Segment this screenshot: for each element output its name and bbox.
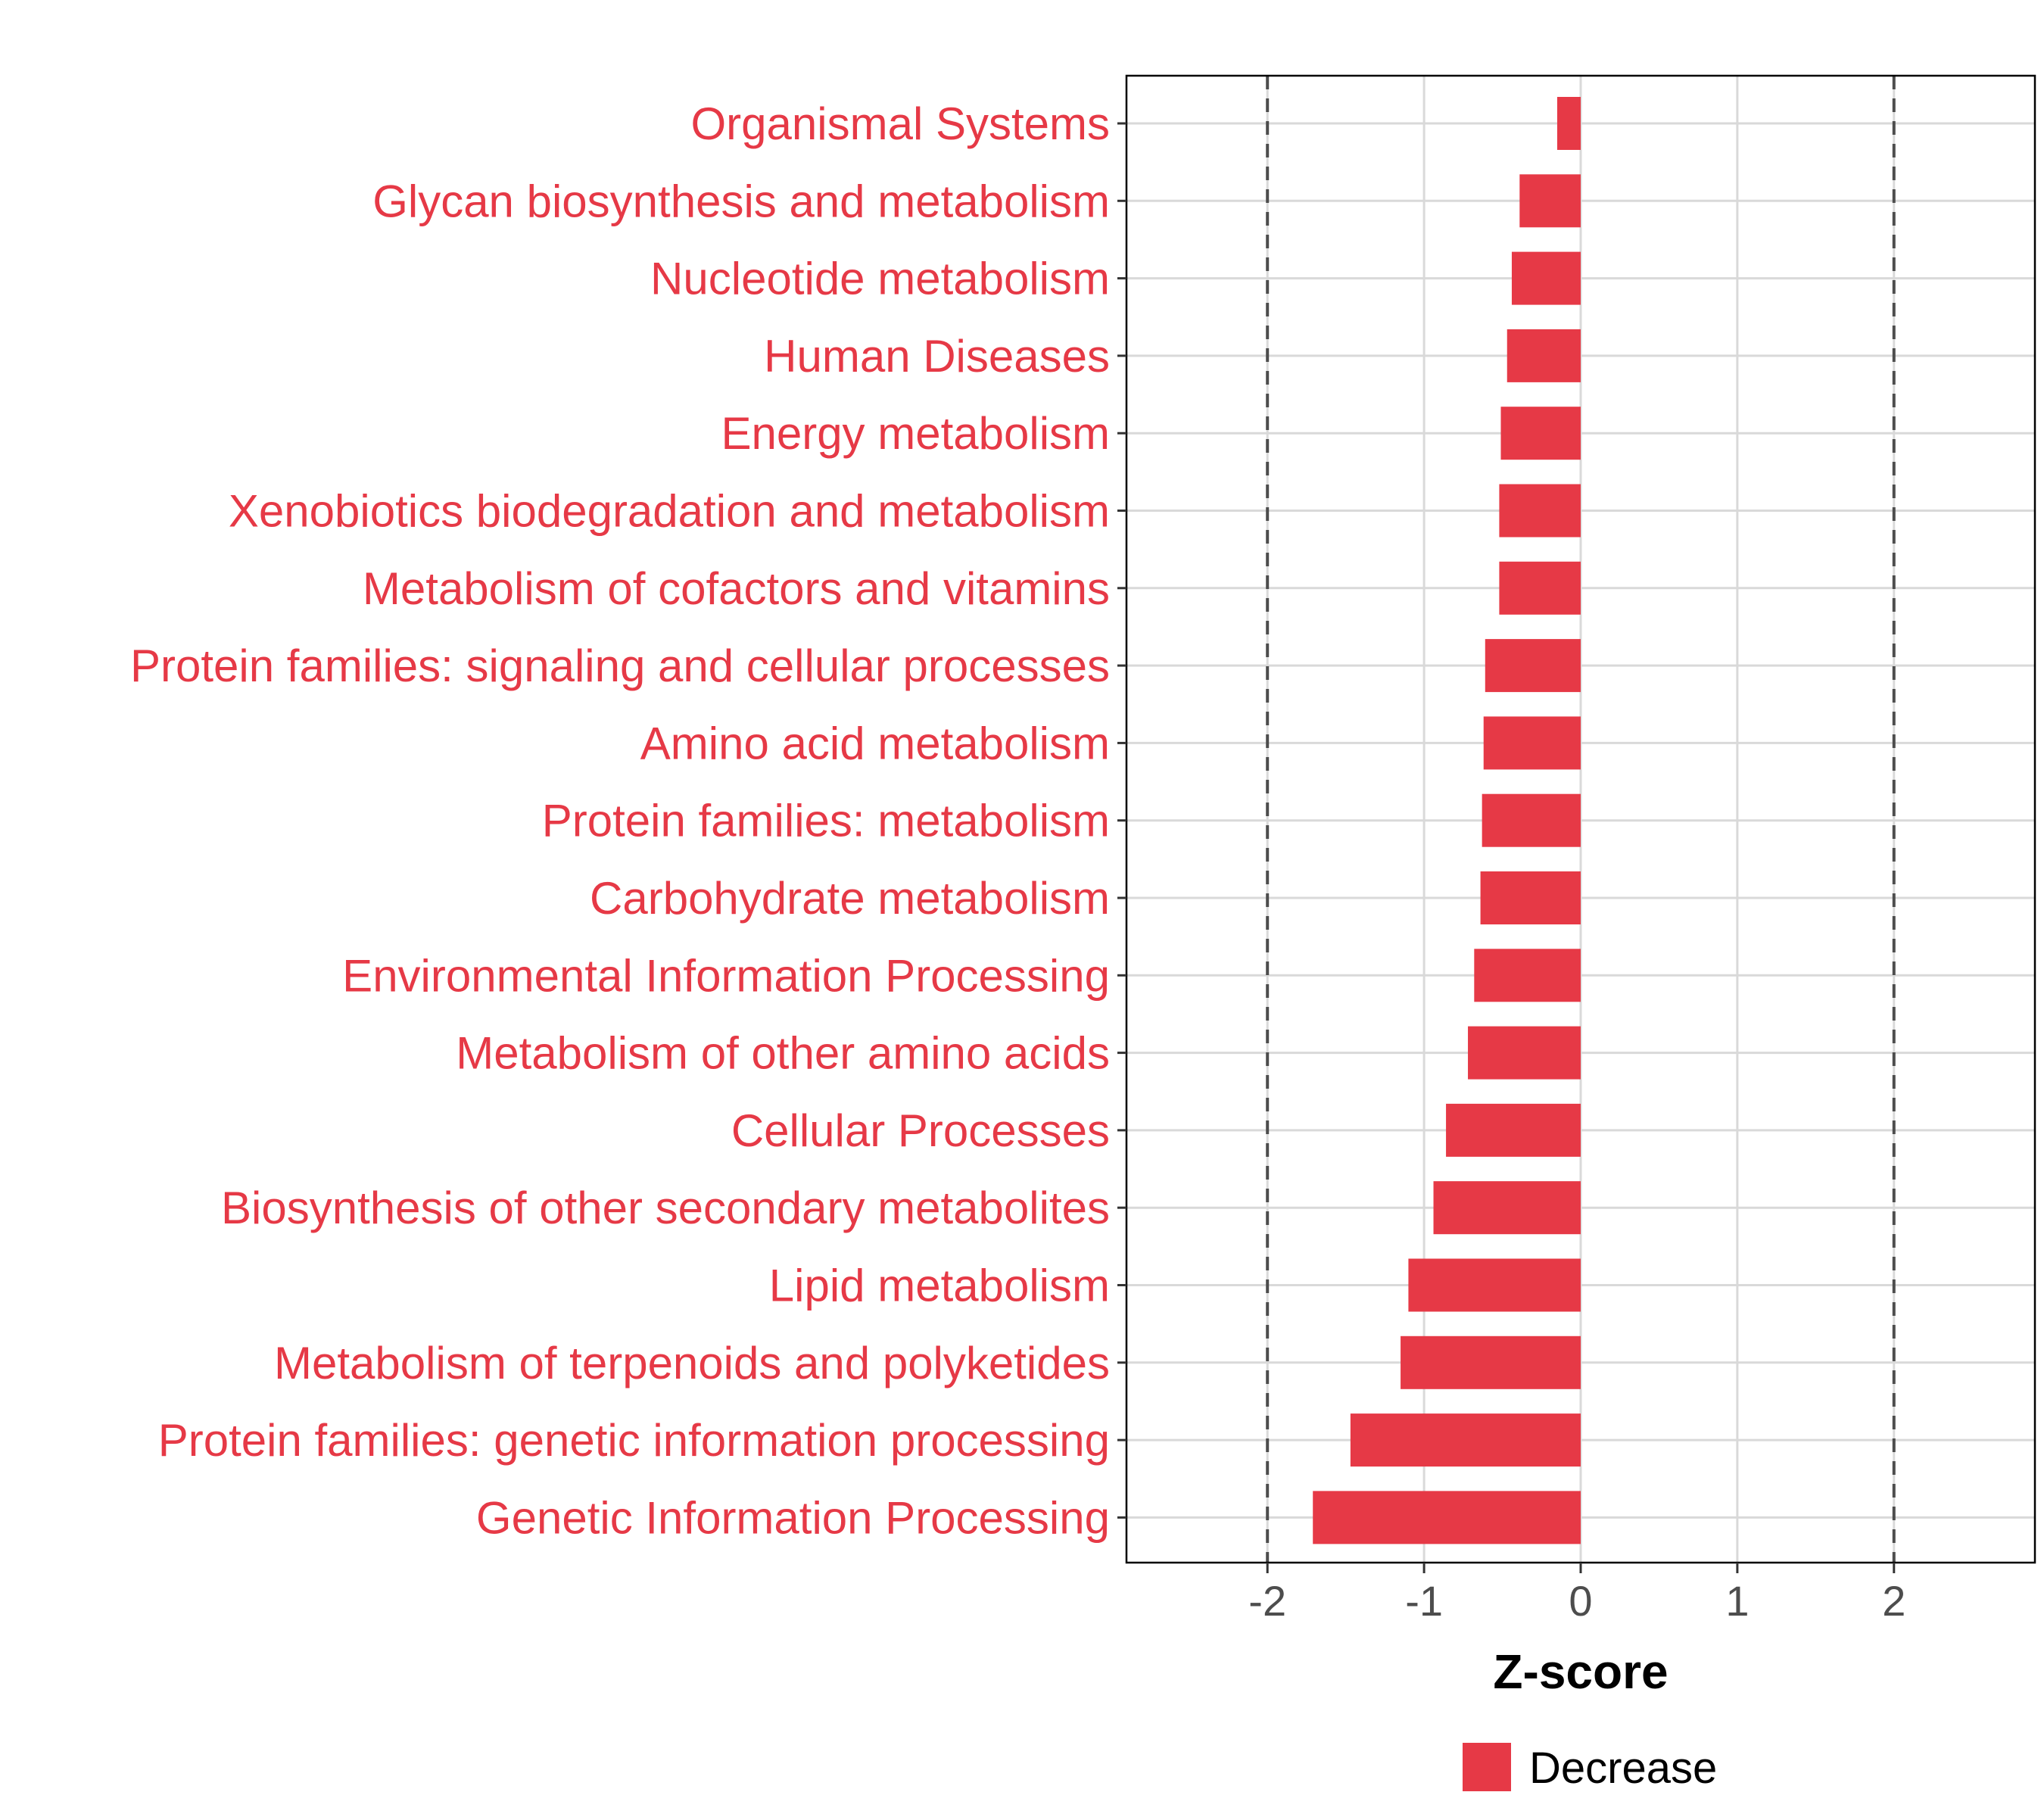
category-label-1: Glycan biosynthesis and metabolism — [372, 176, 1110, 226]
bar-12 — [1468, 1026, 1581, 1080]
category-label-15: Lipid metabolism — [769, 1261, 1110, 1311]
category-label-5: Xenobiotics biodegradation and metabolis… — [229, 486, 1110, 537]
category-label-3: Human Diseases — [764, 331, 1110, 382]
bar-7 — [1485, 639, 1581, 693]
category-label-12: Metabolism of other amino acids — [456, 1028, 1110, 1079]
bar-10 — [1480, 871, 1581, 924]
category-label-11: Environmental Information Processing — [342, 950, 1110, 1001]
bar-3 — [1507, 329, 1581, 382]
legend-label-decrease: Decrease — [1529, 1744, 1717, 1793]
x-tick-label-3: 1 — [1725, 1577, 1749, 1625]
category-label-13: Cellular Processes — [731, 1105, 1110, 1156]
bar-18 — [1313, 1491, 1581, 1544]
x-tick-label-1: -1 — [1405, 1577, 1443, 1625]
bar-16 — [1401, 1335, 1581, 1389]
legend-key-decrease — [1463, 1743, 1511, 1791]
bar-15 — [1408, 1258, 1581, 1312]
bar-2 — [1511, 251, 1581, 305]
bar-1 — [1519, 174, 1581, 228]
category-label-2: Nucleotide metabolism — [650, 254, 1110, 304]
x-tick-label-2: 0 — [1569, 1577, 1592, 1625]
category-label-18: Genetic Information Processing — [476, 1492, 1110, 1543]
category-label-0: Organismal Systems — [691, 98, 1110, 149]
bar-17 — [1350, 1413, 1581, 1467]
bar-6 — [1499, 561, 1581, 615]
category-label-8: Amino acid metabolism — [640, 718, 1110, 768]
category-label-6: Metabolism of cofactors and vitamins — [363, 563, 1110, 614]
bar-13 — [1446, 1103, 1581, 1157]
legend: Decrease — [1463, 1743, 1717, 1793]
bar-5 — [1499, 484, 1581, 538]
bar-14 — [1433, 1181, 1581, 1235]
category-label-7: Protein families: signaling and cellular… — [130, 640, 1110, 691]
bar-11 — [1474, 949, 1581, 1002]
bar-4 — [1500, 407, 1581, 460]
bar-9 — [1482, 793, 1581, 847]
x-tick-label-0: -2 — [1248, 1577, 1286, 1625]
bar-0 — [1556, 97, 1581, 150]
category-label-4: Energy metabolism — [721, 408, 1110, 459]
category-label-14: Biosynthesis of other secondary metaboli… — [221, 1183, 1110, 1233]
x-tick-label-4: 2 — [1882, 1577, 1905, 1625]
x-axis-ticks — [1266, 1563, 1896, 1573]
x-axis-tick-labels: -2 -1 0 1 2 — [1248, 1577, 1905, 1625]
x-axis-title: Z-score — [1493, 1644, 1668, 1699]
bar-8 — [1483, 716, 1581, 770]
category-label-17: Protein families: genetic information pr… — [158, 1415, 1110, 1466]
category-label-9: Protein families: metabolism — [542, 796, 1110, 846]
category-label-10: Carbohydrate metabolism — [590, 873, 1110, 924]
category-label-16: Metabolism of terpenoids and polyketides — [274, 1338, 1110, 1388]
reference-lines — [1266, 76, 1896, 1563]
y-axis-ticks — [1117, 122, 1126, 1519]
y-axis-category-labels: Organismal Systems Glycan biosynthesis an… — [130, 98, 1110, 1543]
bars — [1313, 97, 1581, 1544]
